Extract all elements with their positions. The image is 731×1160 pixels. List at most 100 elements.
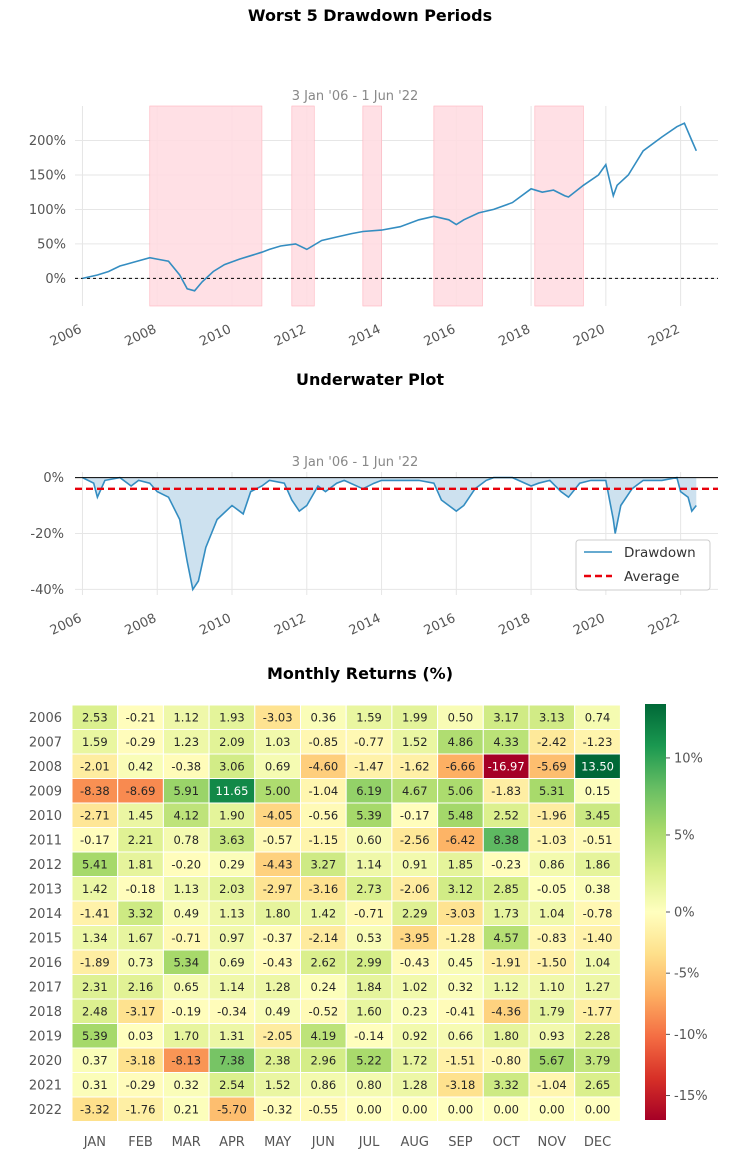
heatmap-cell-value: 5.48 [448,808,474,822]
heatmap-cell-value: -0.20 [171,857,201,871]
heatmap-month-label: OCT [493,1135,520,1150]
heatmap-cell-value: 2.96 [311,1053,337,1067]
heatmap-cell-value: 2.73 [356,882,382,896]
heatmap-cell-value: -4.36 [491,1004,521,1018]
heatmap-cell-value: -0.37 [263,931,293,945]
underwater-y-ticks: 0% -20% -40% [30,471,64,598]
drawdown-period-shade [362,105,382,307]
heatmap-cell-value: -0.17 [400,808,430,822]
heatmap-cell [345,851,393,877]
heatmap-cell-value: -1.91 [491,955,521,969]
heatmap-cell-value: -1.23 [583,735,613,749]
heatmap-cell-value: 1.28 [265,980,291,994]
heatmap-cell [528,1023,576,1049]
x-tick-label: 2020 [571,322,607,350]
heatmap-year-labels: 2006 2007 2008 2009 2010 2011 2012 2013 2014 2015… [29,711,62,1118]
heatmap-cell [117,998,164,1024]
heatmap-month-label: NOV [538,1135,567,1150]
heatmap-cell-value: 5.67 [539,1053,565,1067]
heatmap-cell-value: 3.12 [448,882,474,896]
heatmap-cell [254,1096,302,1122]
heatmap-cell-value: -1.83 [491,784,521,798]
heatmap-cell [528,1096,576,1122]
heatmap-cell [208,949,256,975]
heatmap-cell-value: -4.05 [263,808,293,822]
heatmap-cell-value: 0.53 [356,931,382,945]
heatmap-year-label: 2016 [29,956,62,971]
heatmap-cell [345,1023,393,1049]
heatmap-cell-value: -2.42 [537,735,567,749]
heatmap-cell-value: 1.86 [585,857,611,871]
heatmap-cell [117,827,164,853]
heatmap-cell-value: 0.45 [448,955,474,969]
heatmap-cell [482,704,530,730]
y-tick-label: -20% [30,527,64,542]
heatmap-month-label: SEP [448,1135,472,1150]
drawdown-periods-chart: Worst 5 Drawdown Periods 3 Jan '06 - 1 J… [29,6,718,350]
heatmap-cell [574,1096,621,1122]
heatmap-cell-value: 2.31 [82,980,108,994]
heatmap-cell-value: 3.17 [493,710,519,724]
x-tick-label: 2016 [422,322,458,350]
heatmap-cell-value: -2.56 [400,833,430,847]
heatmap-cell [71,1023,119,1049]
heatmap-cell [345,827,393,853]
heatmap-cell-value: -0.85 [308,735,338,749]
heatmap-cell [574,802,621,828]
x-tick-label: 2010 [197,611,233,639]
heatmap-cell-value: 1.13 [219,906,245,920]
y-tick-label: 50% [37,237,66,252]
heatmap-cell-value: 0.23 [402,1004,428,1018]
heatmap-year-label: 2011 [29,833,62,848]
heatmap-cell-value: -5.70 [217,1102,247,1116]
heatmap-cell [391,876,439,902]
heatmap-month-label: MAR [172,1135,201,1150]
heatmap-cell-value: 2.48 [82,1004,108,1018]
heatmap-cell-value: 0.50 [448,710,474,724]
heatmap-month-label: MAY [264,1135,291,1150]
heatmap-cell-value: 0.37 [82,1053,108,1067]
heatmap-month-label: DEC [584,1135,611,1150]
heatmap-cell [574,704,621,730]
heatmap-cell [391,998,439,1024]
heatmap-cell-value: -0.56 [308,808,338,822]
heatmap-year-label: 2017 [29,980,62,995]
heatmap-year-label: 2018 [29,1005,62,1020]
heatmap-cell [482,998,530,1024]
heatmap-cell-value: 2.99 [356,955,382,969]
heatmap-cell-value: 2.62 [311,955,337,969]
heatmap-cell [71,1096,119,1122]
heatmap-cell-value: -5.69 [537,759,567,773]
heatmap-cell [437,729,484,755]
legend-average-label: Average [624,569,679,585]
heatmap-cell-value: -3.16 [308,882,338,896]
drawdown-periods-subtitle: 3 Jan '06 - 1 Jun '22 [292,89,419,104]
heatmap-cell-value: -0.34 [217,1004,247,1018]
heatmap-cell-value: 0.86 [539,857,565,871]
heatmap-cell [208,900,256,926]
heatmap-cell-value: -0.41 [446,1004,476,1018]
heatmap-cell [574,925,621,951]
heatmap-cell-value: 0.69 [219,955,245,969]
heatmap-cell-value: 5.91 [173,784,199,798]
heatmap-cell-value: 1.90 [219,808,245,822]
heatmap-cell-value: 0.49 [173,906,199,920]
heatmap-cell [345,974,393,1000]
x-tick-label: 2022 [646,322,682,350]
heatmap-cell-value: -0.29 [126,735,156,749]
heatmap-cell-value: -0.29 [126,1078,156,1092]
heatmap-cell-value: -1.04 [537,1078,567,1092]
heatmap-year-label: 2022 [29,1103,62,1118]
heatmap-cell-value: -2.01 [80,759,110,773]
heatmap-cell-value: 6.19 [356,784,382,798]
heatmap-cell-value: 1.12 [173,710,199,724]
heatmap-cell-value: -0.05 [537,882,567,896]
heatmap-cell [117,753,164,779]
drawdown-period-shade [291,105,315,307]
y-tick-label: 0% [43,471,64,486]
heatmap-cell [117,949,164,975]
heatmap-year-label: 2012 [29,858,62,873]
heatmap-year-label: 2009 [29,784,62,799]
heatmap-cell-value: 1.67 [128,931,154,945]
heatmap-cell-value: -1.89 [80,955,110,969]
